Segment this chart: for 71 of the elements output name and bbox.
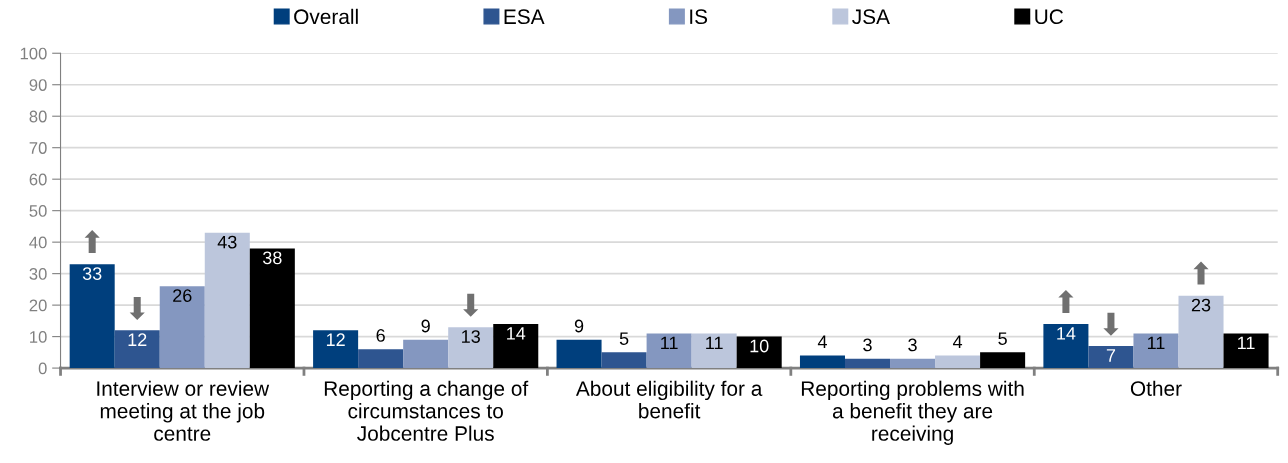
data-label: 3 bbox=[908, 338, 917, 352]
bar bbox=[601, 352, 647, 369]
data-label: 11 bbox=[661, 336, 678, 350]
legend-label: ESA bbox=[504, 9, 545, 25]
legend-label: JSA bbox=[852, 9, 890, 25]
data-label: 5 bbox=[619, 332, 629, 345]
bar bbox=[493, 324, 539, 369]
bar bbox=[159, 286, 205, 369]
data-label: 4 bbox=[952, 335, 963, 348]
data-label: 26 bbox=[173, 289, 192, 303]
y-tick-label: 80 bbox=[29, 110, 47, 123]
legend-label: UC bbox=[1035, 9, 1064, 25]
x-tick-label: Reporting a change of circumstances to Jobcentre Plus bbox=[324, 380, 529, 441]
bar bbox=[204, 232, 250, 369]
y-tick-label: 90 bbox=[29, 79, 47, 91]
bar bbox=[358, 349, 404, 369]
data-label: 11 bbox=[1147, 336, 1165, 350]
y-tick-label: 10 bbox=[30, 331, 47, 343]
bar bbox=[935, 355, 981, 369]
bar bbox=[736, 336, 782, 369]
bar bbox=[1223, 333, 1269, 369]
bar bbox=[249, 248, 295, 369]
text: 33 ⬆ bbox=[82, 230, 102, 280]
data-label: 38 bbox=[262, 251, 282, 265]
bar bbox=[69, 264, 115, 369]
data-label: 11 bbox=[1238, 336, 1255, 350]
bar bbox=[448, 327, 494, 369]
bar bbox=[691, 333, 737, 369]
x-tick-label: Other bbox=[1130, 380, 1182, 396]
x-tick-label: Reporting problems with a benefit they are receiving bbox=[801, 380, 1024, 445]
y-tick-label: 30 bbox=[29, 268, 47, 280]
y-tick-label: 70 bbox=[29, 142, 47, 154]
text: 7 ⬇ bbox=[1103, 312, 1119, 362]
bar bbox=[114, 330, 160, 369]
data-label: 6 bbox=[376, 329, 385, 342]
data-label: 5 bbox=[998, 332, 1007, 345]
bar bbox=[1178, 295, 1224, 369]
y-tick-label: 0 bbox=[38, 362, 47, 375]
data-label: 10 bbox=[750, 339, 769, 353]
data-label: 14 bbox=[507, 327, 526, 340]
y-tick-label: 60 bbox=[29, 173, 47, 186]
y-tick-label: 100 bbox=[20, 47, 47, 60]
text: 13 ⬇ bbox=[462, 293, 480, 343]
bar bbox=[646, 333, 692, 369]
data-label: 9 bbox=[421, 319, 430, 333]
y-tick-label: 20 bbox=[29, 299, 47, 312]
data-label: 4 bbox=[817, 335, 827, 348]
bar bbox=[890, 358, 936, 369]
text: 12 ⬇ bbox=[128, 296, 147, 346]
data-label: 11 bbox=[706, 336, 723, 350]
data-label: 9 bbox=[574, 319, 584, 333]
legend-label: Overall bbox=[294, 8, 358, 25]
bar bbox=[1043, 324, 1089, 369]
bar bbox=[313, 330, 359, 369]
text: 14 ⬆ bbox=[1057, 289, 1076, 340]
legend-label: IS bbox=[690, 9, 708, 25]
bar bbox=[799, 355, 845, 369]
x-tick-label: Interview or review meeting at the job centre bbox=[97, 380, 270, 441]
y-tick-label: 40 bbox=[29, 236, 47, 249]
bar bbox=[980, 352, 1026, 369]
bar bbox=[845, 358, 891, 369]
y-tick-label: 50 bbox=[29, 205, 47, 217]
x-tick-label: About eligibility for a benefit bbox=[575, 380, 763, 419]
bar bbox=[403, 339, 449, 369]
bar bbox=[1088, 346, 1134, 369]
data-label: 43 bbox=[217, 235, 237, 249]
bar bbox=[1133, 333, 1179, 369]
text: 23 ⬆ bbox=[1191, 261, 1211, 312]
bar bbox=[556, 339, 602, 369]
data-label: 12 bbox=[326, 333, 345, 346]
data-label: 3 bbox=[863, 338, 872, 352]
